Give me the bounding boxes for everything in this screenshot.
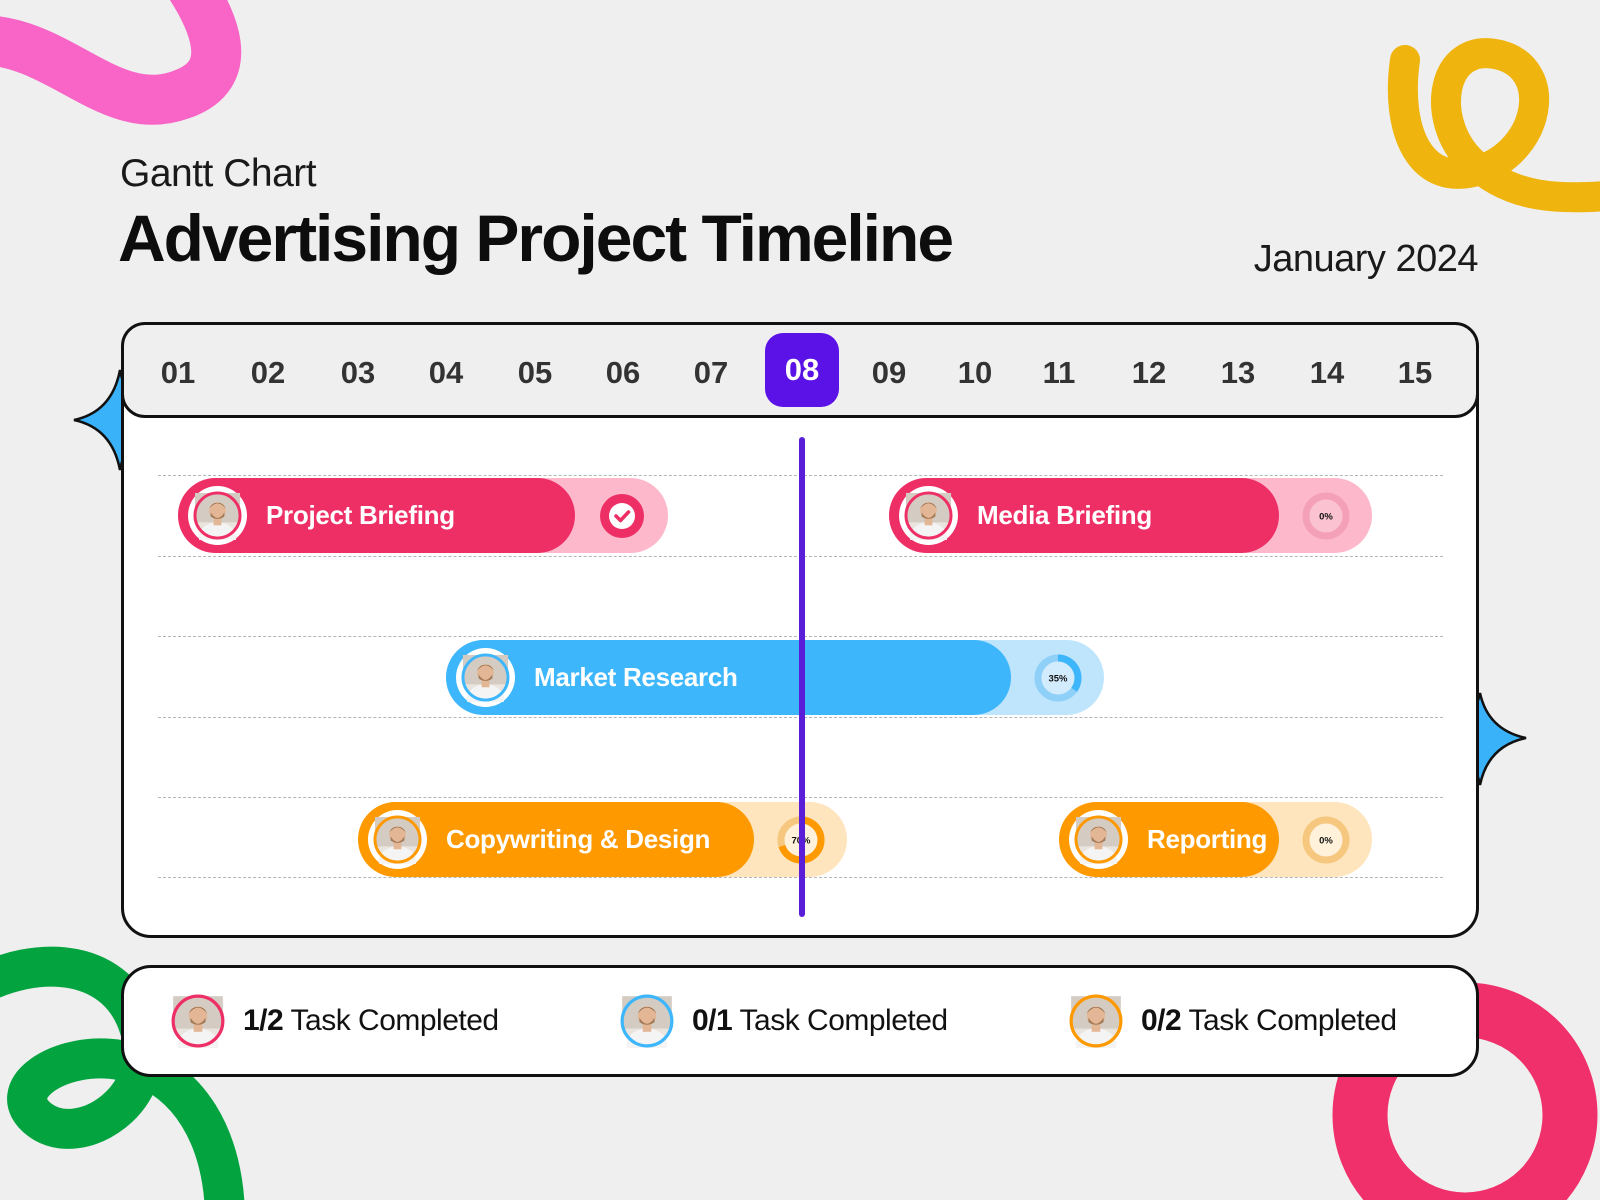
svg-text:0%: 0% bbox=[1319, 512, 1333, 523]
progress-ring: 35% bbox=[1034, 654, 1082, 702]
summary-item: 1/2 Task Completed bbox=[165, 988, 565, 1054]
chart-subtitle: Gantt Chart bbox=[120, 152, 317, 195]
day-04: 04 bbox=[428, 355, 464, 390]
summary-text: 0/1 Task Completed bbox=[692, 988, 948, 1054]
summary-count: 1/2 bbox=[243, 1004, 284, 1037]
progress-ring: 0% bbox=[1302, 492, 1350, 540]
task-track[interactable]: Market Research 35% bbox=[446, 640, 1104, 715]
day-15: 15 bbox=[1397, 355, 1433, 390]
task-track[interactable]: Copywriting & Design70% bbox=[358, 802, 847, 877]
summary-label: Task Completed bbox=[732, 1004, 949, 1037]
assignee-avatar bbox=[188, 486, 247, 545]
day-07: 07 bbox=[693, 355, 729, 390]
completed-check-icon bbox=[600, 494, 644, 538]
summary-text: 0/2 Task Completed bbox=[1141, 988, 1397, 1054]
day-05: 05 bbox=[517, 355, 553, 390]
day-14: 14 bbox=[1309, 355, 1345, 390]
summary-panel bbox=[121, 965, 1479, 1077]
yellow-loop-decoration bbox=[1387, 38, 1600, 213]
assignee-avatar bbox=[368, 810, 427, 869]
summary-count: 0/1 bbox=[692, 1004, 733, 1037]
progress-ring: 0% bbox=[1302, 816, 1350, 864]
summary-label: Task Completed bbox=[283, 1004, 500, 1037]
summary-item: 0/2 Task Completed bbox=[1063, 988, 1463, 1054]
task-label: Copywriting & Design bbox=[446, 824, 711, 854]
svg-text:0%: 0% bbox=[1319, 836, 1333, 847]
today-marker-line bbox=[799, 437, 805, 917]
day-13: 13 bbox=[1220, 355, 1256, 390]
summary-item: 0/1 Task Completed bbox=[614, 988, 1014, 1054]
month-label: January 2024 bbox=[1253, 238, 1479, 280]
task-bar[interactable] bbox=[446, 640, 1011, 715]
assignee-avatar bbox=[899, 486, 958, 545]
task-track[interactable]: Project Briefing bbox=[178, 478, 668, 553]
task-label: Market Research bbox=[534, 662, 738, 692]
summary-label: Task Completed bbox=[1181, 1004, 1398, 1037]
task-label: Reporting bbox=[1147, 824, 1268, 854]
day-09: 09 bbox=[871, 355, 907, 390]
svg-text:35%: 35% bbox=[1048, 674, 1068, 685]
page-title: Advertising Project Timeline bbox=[118, 201, 954, 275]
day-08-current: 08 bbox=[765, 333, 839, 407]
day-02: 02 bbox=[250, 355, 286, 390]
assignee-avatar bbox=[1069, 810, 1128, 869]
task-track[interactable]: Media Briefing 0% bbox=[889, 478, 1372, 553]
day-03: 03 bbox=[340, 355, 376, 390]
day-10: 10 bbox=[957, 355, 993, 390]
day-12: 12 bbox=[1131, 355, 1167, 390]
task-label: Project Briefing bbox=[266, 500, 455, 530]
summary-avatar bbox=[165, 988, 231, 1054]
day-06: 06 bbox=[605, 355, 641, 390]
summary-avatar bbox=[1063, 988, 1129, 1054]
task-track[interactable]: Reporting 0% bbox=[1059, 802, 1372, 877]
summary-avatar bbox=[614, 988, 680, 1054]
day-11: 11 bbox=[1042, 355, 1076, 390]
assignee-avatar bbox=[456, 648, 515, 707]
summary-text: 1/2 Task Completed bbox=[243, 988, 499, 1054]
pink-squiggle-decoration bbox=[0, 0, 242, 125]
task-label: Media Briefing bbox=[977, 500, 1152, 530]
day-01: 01 bbox=[160, 355, 196, 390]
summary-count: 0/2 bbox=[1141, 1004, 1182, 1037]
